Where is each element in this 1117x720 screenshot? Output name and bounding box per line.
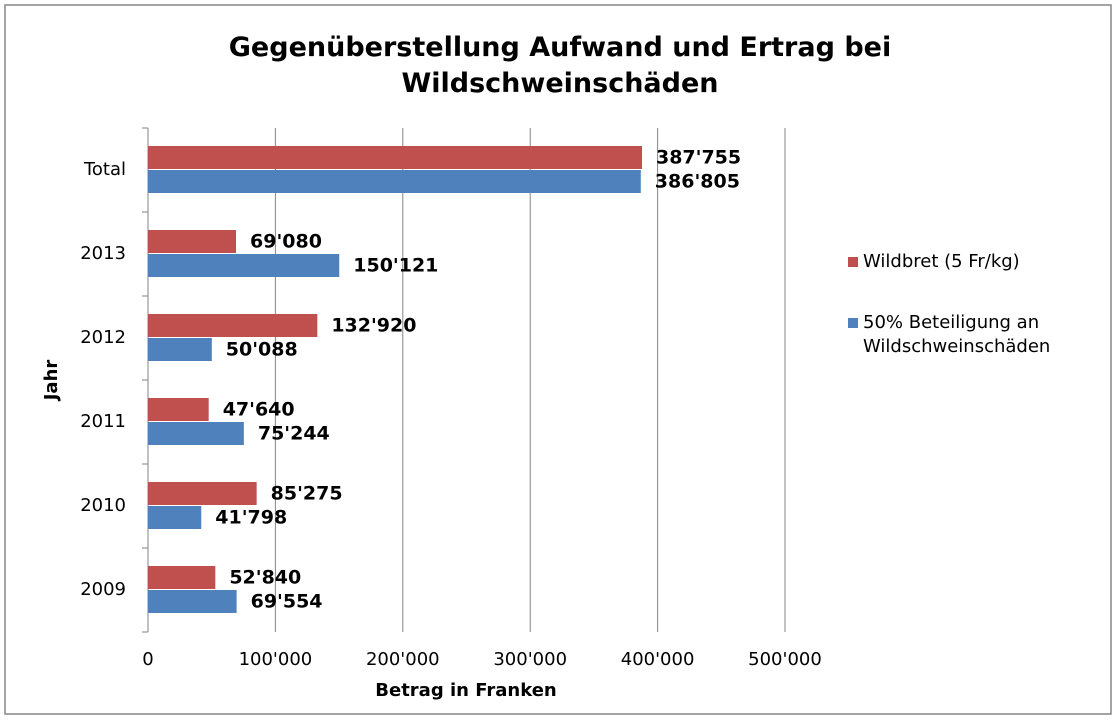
x-tick-label: 300'000 (493, 649, 567, 670)
bar (148, 590, 237, 613)
bar (148, 146, 642, 169)
bar (148, 482, 257, 505)
y-tick-label: 2011 (80, 411, 126, 432)
value-label: 85'275 (271, 483, 343, 505)
legend-label: 50% Beteiligung an Wildschweinschäden (863, 312, 1051, 357)
bar (148, 566, 216, 589)
y-tick-label: 2010 (80, 495, 126, 516)
bar (148, 398, 209, 421)
x-tick-label: 0 (142, 649, 153, 670)
x-tick-label: 100'000 (239, 649, 313, 670)
y-axis-title: Jahr (41, 360, 62, 403)
value-label: 50'088 (226, 339, 298, 361)
value-label: 41'798 (215, 507, 287, 529)
value-label: 75'244 (258, 423, 330, 445)
bar (148, 506, 202, 529)
value-label: 69'554 (251, 591, 323, 613)
legend-swatch (848, 257, 858, 267)
value-label: 386'805 (655, 171, 740, 193)
bar (148, 254, 340, 277)
x-tick-label: 400'000 (621, 649, 695, 670)
value-label: 47'640 (223, 399, 295, 421)
bar (148, 422, 244, 445)
bar (148, 314, 318, 337)
legend-swatch (848, 318, 858, 328)
bar (148, 170, 641, 193)
value-label: 150'121 (353, 255, 438, 277)
legend-label: Wildbret (5 Fr/kg) (863, 251, 1020, 272)
x-axis-title: Betrag in Franken (375, 680, 556, 701)
x-tick-label: 200'000 (366, 649, 440, 670)
y-tick-label: 2012 (80, 327, 126, 348)
y-tick-label: 2013 (80, 243, 126, 264)
chart-title: Gegenüberstellung Aufwand und Ertrag bei… (228, 32, 892, 99)
value-label: 52'840 (229, 567, 301, 589)
value-label: 69'080 (250, 231, 322, 253)
y-tick-label: 2009 (80, 579, 126, 600)
legend-item: 50% Beteiligung an Wildschweinschäden (848, 311, 1098, 359)
chart-border (4, 4, 1112, 715)
legend-item: Wildbret (5 Fr/kg) (848, 250, 1098, 274)
y-tick-label: Total (83, 159, 126, 180)
bar (148, 338, 212, 361)
x-tick-label: 500'000 (748, 649, 822, 670)
value-label: 387'755 (656, 147, 741, 169)
value-label: 132'920 (331, 315, 416, 337)
bar (148, 230, 237, 253)
